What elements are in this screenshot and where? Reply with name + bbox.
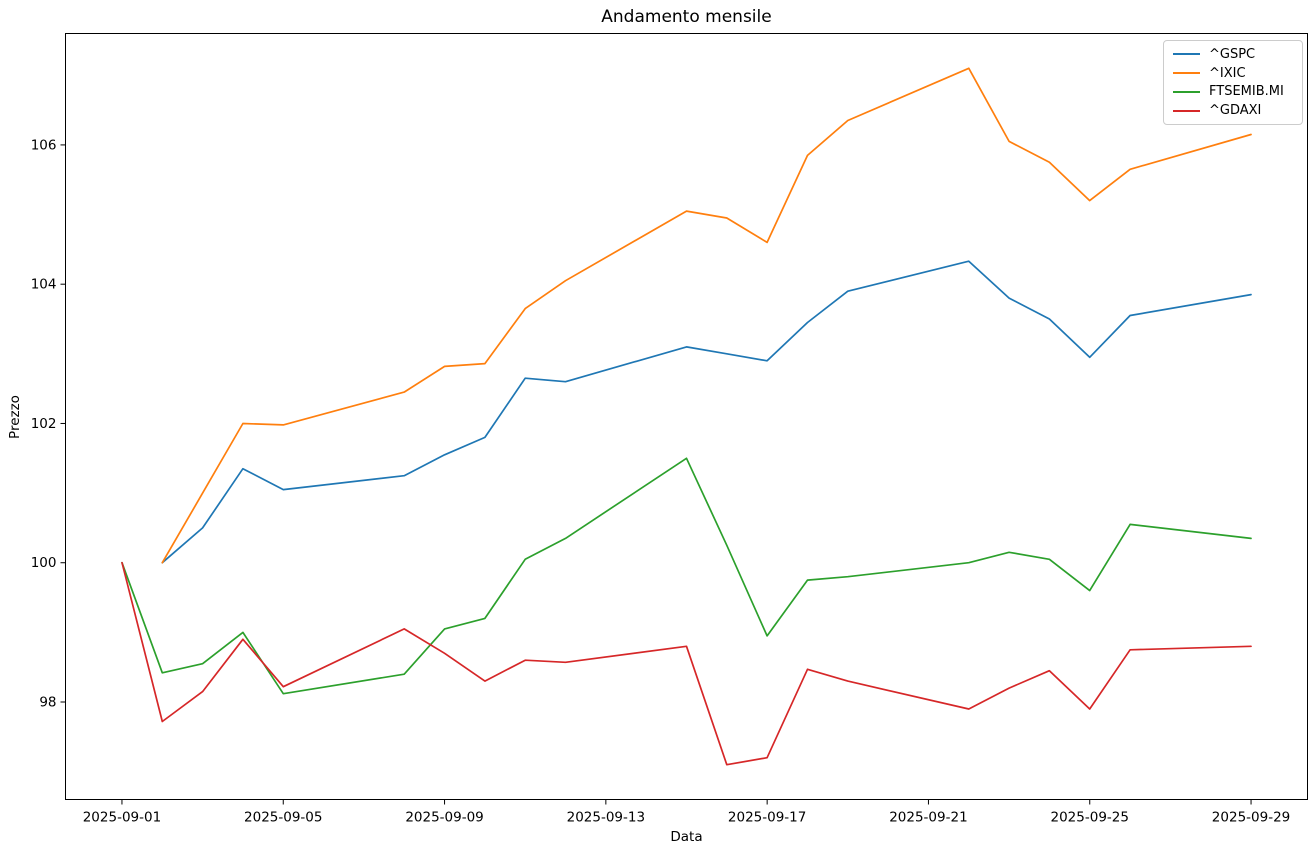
legend-item: ^IXIC xyxy=(1173,67,1293,80)
x-tick-label: 2025-09-29 xyxy=(1212,810,1290,826)
legend-line-swatch xyxy=(1173,53,1200,56)
y-tick-label: 106 xyxy=(31,137,57,153)
legend-item: ^GSPC xyxy=(1173,48,1293,61)
chart-title: Andamento mensile xyxy=(601,7,772,27)
legend-item-label: ^IXIC xyxy=(1209,65,1246,81)
series-line-GSPC xyxy=(161,260,1252,564)
x-tick-label: 2025-09-13 xyxy=(567,810,645,826)
x-tick-label: 2025-09-21 xyxy=(889,810,967,826)
x-tick-label: 2025-09-01 xyxy=(83,810,161,826)
x-axis-label: Data xyxy=(670,829,703,845)
x-tick-label: 2025-09-17 xyxy=(728,810,806,826)
y-tick-label: 100 xyxy=(31,555,57,571)
y-tick-label: 98 xyxy=(39,695,56,711)
series-line-IXIC xyxy=(161,67,1252,564)
legend: ^GSPC ^IXIC FTSEMIB.MI ^GDAXI xyxy=(1163,40,1303,125)
legend-line-swatch xyxy=(1173,72,1200,75)
y-tick-label: 102 xyxy=(31,416,57,432)
legend-item-label: ^GDAXI xyxy=(1209,103,1262,119)
legend-line-swatch xyxy=(1173,109,1200,112)
x-tick-label: 2025-09-09 xyxy=(405,810,483,826)
x-tick-label: 2025-09-05 xyxy=(244,810,322,826)
x-tick-label: 2025-09-25 xyxy=(1051,810,1129,826)
legend-line-swatch xyxy=(1173,90,1200,93)
series-line-FTSEMIB.MI xyxy=(121,457,1252,695)
legend-item-label: FTSEMIB.MI xyxy=(1209,84,1284,100)
plot-border xyxy=(65,33,1308,800)
legend-item: FTSEMIB.MI xyxy=(1173,85,1293,98)
legend-item: ^GDAXI xyxy=(1173,104,1293,117)
legend-item-label: ^GSPC xyxy=(1209,46,1256,62)
y-tick-label: 104 xyxy=(31,277,57,293)
series-line-GDAXI xyxy=(121,561,1252,766)
